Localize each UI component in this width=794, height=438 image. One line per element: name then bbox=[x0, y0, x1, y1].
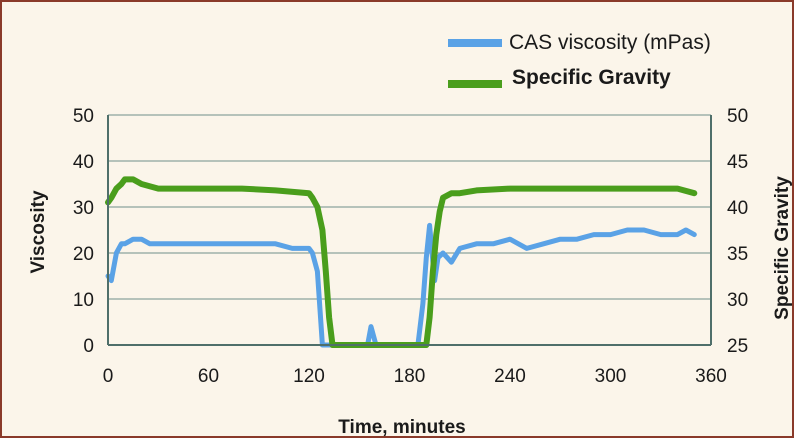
y-axis-title-left: Viscosity bbox=[28, 190, 49, 274]
axes bbox=[107, 115, 712, 346]
x-tick-240: 240 bbox=[494, 366, 526, 387]
y-tick-right-30: 30 bbox=[727, 290, 748, 311]
y-tick-right-35: 35 bbox=[727, 244, 748, 265]
x-tick-300: 300 bbox=[595, 366, 627, 387]
y-tick-right-50: 50 bbox=[727, 106, 748, 127]
y-tick-right-40: 40 bbox=[727, 198, 748, 219]
legend-label-viscosity: CAS viscosity (mPas) bbox=[509, 31, 711, 54]
x-tick-0: 0 bbox=[103, 366, 114, 387]
y-tick-left-10: 10 bbox=[73, 290, 94, 311]
x-tick-120: 120 bbox=[293, 366, 325, 387]
y-tick-right-45: 45 bbox=[727, 152, 748, 173]
y-tick-left-0: 0 bbox=[83, 336, 94, 357]
legend: CAS viscosity (mPas) Specific Gravity bbox=[448, 31, 711, 89]
y-axis-title-right: Specific Gravity bbox=[772, 176, 793, 320]
x-tick-60: 60 bbox=[198, 366, 219, 387]
y-tick-left-50: 50 bbox=[73, 106, 94, 127]
x-axis-title: Time, minutes bbox=[338, 417, 465, 438]
x-tick-180: 180 bbox=[394, 366, 426, 387]
legend-label-specific-gravity: Specific Gravity bbox=[512, 66, 671, 89]
tick-labels: 0 10 20 30 40 50 25 30 35 40 45 50 0 60 120 180 240 300 36… bbox=[73, 106, 748, 387]
series-line-specific-gravity bbox=[105, 176, 698, 348]
y-tick-left-30: 30 bbox=[73, 198, 94, 219]
gridlines bbox=[108, 114, 711, 300]
y-tick-left-20: 20 bbox=[73, 244, 94, 265]
y-tick-left-40: 40 bbox=[73, 152, 94, 173]
series-layer bbox=[105, 176, 698, 348]
y-tick-right-25: 25 bbox=[727, 336, 748, 357]
series-line-viscosity bbox=[105, 222, 697, 348]
x-tick-360: 360 bbox=[695, 366, 727, 387]
